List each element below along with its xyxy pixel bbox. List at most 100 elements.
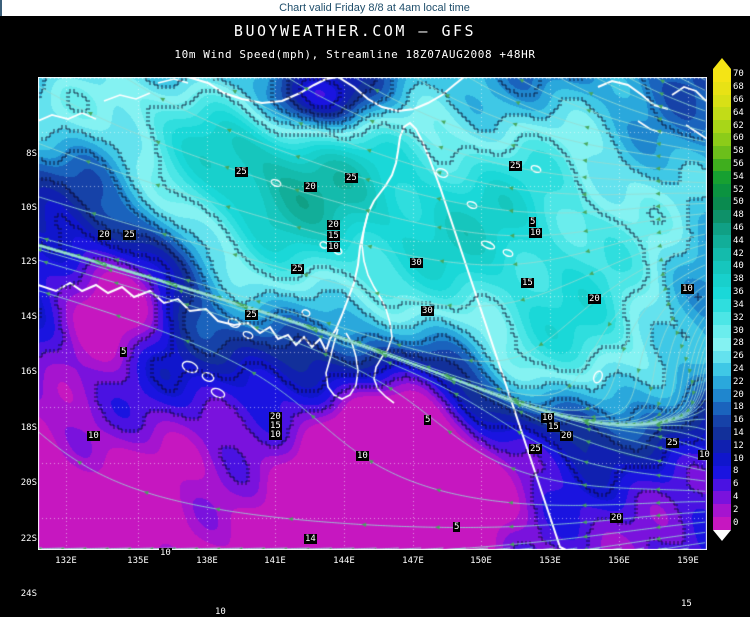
colorbar-gradient <box>713 69 731 530</box>
colorbar-tick-label: 14 <box>733 427 744 438</box>
contour-value-label: 5 <box>424 415 432 425</box>
colorbar-swatch <box>713 376 731 389</box>
colorbar-tick-label: 10 <box>733 453 744 464</box>
contour-value-label: 20 <box>304 182 317 192</box>
lat-tick-label: 8S <box>26 149 37 159</box>
chart-valid-caption: Chart valid Friday 8/8 at 4am local time <box>279 2 470 14</box>
colorbar-tick-label: 64 <box>733 107 744 118</box>
colorbar-min-arrow-icon <box>713 530 731 541</box>
lat-tick-label: 16S <box>20 367 37 377</box>
colorbar-swatch <box>713 363 731 377</box>
contour-value-label: 25 <box>345 173 358 183</box>
colorbar-swatch <box>713 440 731 453</box>
colorbar-tick-label: 16 <box>733 415 744 426</box>
colorbar-swatch <box>713 273 731 287</box>
colorbar-tick-label: 50 <box>733 197 744 208</box>
colorbar-tick-label: 60 <box>733 133 744 144</box>
colorbar-swatch <box>713 235 731 249</box>
lon-tick-label: 144E <box>333 556 355 566</box>
colorbar-tick-label: 70 <box>733 69 744 80</box>
lon-tick-label: 159E <box>677 556 699 566</box>
contour-value-label: 15 <box>547 422 560 432</box>
contour-value-label: 25 <box>509 161 522 171</box>
contour-value-label: 10 <box>214 607 227 617</box>
lat-tick-label: 10S <box>20 203 37 213</box>
colorbar-swatch <box>713 145 731 159</box>
contour-value-label: 10 <box>541 413 554 423</box>
contour-value-label: 25 <box>529 444 542 454</box>
colorbar-swatch <box>713 350 731 364</box>
colorbar-tick-label: 30 <box>733 325 744 336</box>
colorbar-tick-label: 2 <box>733 504 739 515</box>
colorbar-swatch <box>713 222 731 236</box>
contour-value-label: 20 <box>610 513 623 523</box>
colorbar-swatch <box>713 401 731 415</box>
lat-tick-label: 20S <box>20 478 37 488</box>
lat-tick-label: 22S <box>20 534 37 544</box>
contour-value-label: 5 <box>120 347 128 357</box>
lon-tick-label: 156E <box>608 556 630 566</box>
colorbar-tick-label: 42 <box>733 248 744 259</box>
contour-value-label: 10 <box>327 242 340 252</box>
colorbar-tick-label: 36 <box>733 287 744 298</box>
colorbar-tick-label: 24 <box>733 363 744 374</box>
contour-value-label: 10 <box>681 284 694 294</box>
colorbar-tick-label: 40 <box>733 261 744 272</box>
contour-value-label: 5 <box>529 217 537 227</box>
colorbar-tick-label: 28 <box>733 338 744 349</box>
colorbar-tick-label: 6 <box>733 479 739 490</box>
colorbar-swatch <box>713 107 731 121</box>
colorbar-swatch <box>713 516 731 530</box>
lon-tick-label: 153E <box>539 556 561 566</box>
lon-tick-label: 150E <box>470 556 492 566</box>
colorbar-tick-label: 38 <box>733 274 744 285</box>
lat-tick-label: 18S <box>20 423 37 433</box>
colorbar-swatch <box>713 388 731 402</box>
caption-bar: Chart valid Friday 8/8 at 4am local time <box>0 0 750 16</box>
page-title: BUOYWEATHER.COM — GFS <box>233 22 477 40</box>
contour-value-label: 25 <box>666 438 679 448</box>
colorbar-swatch <box>713 120 731 133</box>
colorbar-tick-label: 12 <box>733 440 744 451</box>
lat-tick-label: 14S <box>20 312 37 322</box>
colorbar-tick-label: 46 <box>733 223 744 234</box>
contour-value-label: 25 <box>235 167 248 177</box>
colorbar-tick-label: 26 <box>733 351 744 362</box>
colorbar-swatch <box>713 81 731 95</box>
contour-value-label: 25 <box>123 230 136 240</box>
contour-value-label: 10 <box>159 548 172 558</box>
colorbar-tick-label: 32 <box>733 312 744 323</box>
colorbar-swatch <box>713 209 731 223</box>
contour-value-label: 30 <box>410 258 423 268</box>
wind-speed-map-canvas <box>38 77 707 550</box>
colorbar-swatch <box>713 69 731 82</box>
contour-value-label: 10 <box>87 431 100 441</box>
colorbar-tick-label: 20 <box>733 389 744 400</box>
lon-tick-label: 138E <box>196 556 218 566</box>
contour-value-label: 10 <box>269 430 282 440</box>
colorbar-swatch <box>713 94 731 108</box>
colorbar-swatch <box>713 248 731 261</box>
colorbar-swatch <box>713 478 731 492</box>
colorbar-max-arrow-icon <box>713 58 731 69</box>
lat-tick-label: 24S <box>20 589 37 599</box>
colorbar-swatch <box>713 196 731 210</box>
page-subtitle: 10m Wind Speed(mph), Streamline 18Z07AUG… <box>174 48 536 61</box>
wind-speed-colorbar: 70 68 66 64 62 60 58 56 54 52 50 48 46 44 42 40 38 36 34 32… <box>713 58 750 563</box>
map-plot-area[interactable] <box>38 77 707 550</box>
colorbar-tick-label: 66 <box>733 95 744 105</box>
colorbar-swatch <box>713 260 731 274</box>
contour-value-label: 20 <box>269 412 282 422</box>
contour-value-label: 25 <box>245 310 258 320</box>
colorbar-swatch <box>713 504 731 517</box>
colorbar-swatch <box>713 427 731 441</box>
lon-tick-label: 132E <box>55 556 77 566</box>
colorbar-swatch <box>713 158 731 172</box>
colorbar-tick-label: 58 <box>733 146 744 157</box>
colorbar-tick-label: 22 <box>733 376 744 387</box>
colorbar-swatch <box>713 171 731 185</box>
contour-value-label: 20 <box>588 294 601 304</box>
colorbar-swatch <box>713 286 731 300</box>
colorbar-tick-label: 52 <box>733 184 744 195</box>
contour-value-label: 15 <box>521 278 534 288</box>
